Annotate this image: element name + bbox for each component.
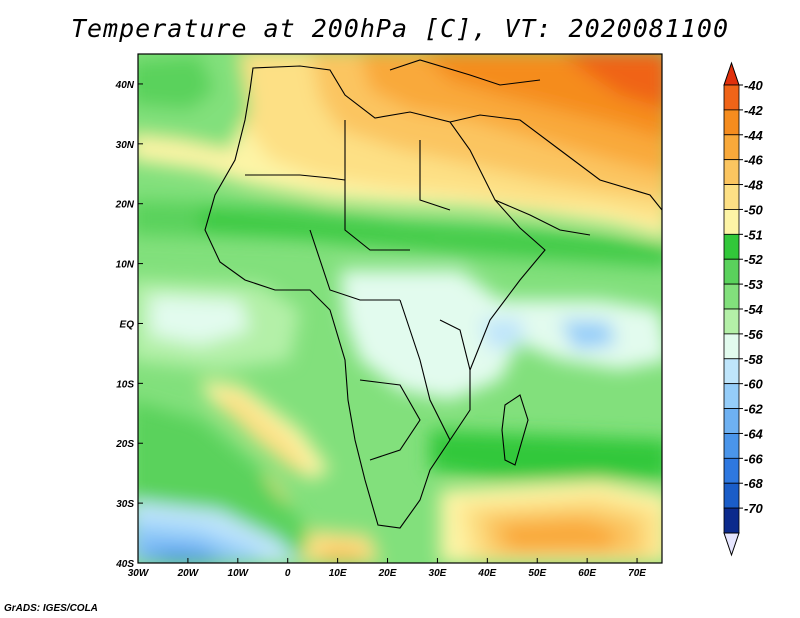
colorbar-label: -56 xyxy=(744,327,764,342)
colorbar-label: -62 xyxy=(744,402,764,417)
colorbar-label: -40 xyxy=(744,78,764,93)
colorbar-label: -46 xyxy=(744,153,764,168)
colorbar-swatch xyxy=(723,482,740,509)
colorbar-label: -42 xyxy=(744,103,764,118)
colorbar-label: -48 xyxy=(744,178,764,193)
lon-label-60e: 60E xyxy=(578,568,596,579)
lat-label-40s: 40S xyxy=(115,559,134,570)
colorbar-label: -70 xyxy=(744,501,764,516)
colorbar-label: -52 xyxy=(744,252,764,267)
colorbar-label: -68 xyxy=(744,476,764,491)
lon-label-20e: 20E xyxy=(378,568,397,579)
longitude-axis: 30W 20W 10W 0 10E 20E 30E 40E 50E 60E 70E xyxy=(128,558,646,579)
colorbar-swatch xyxy=(723,308,740,335)
lon-label-50e: 50E xyxy=(528,568,546,579)
colorbar-label: -60 xyxy=(744,377,764,392)
colorbar-swatch xyxy=(723,159,740,185)
colorbar-swatch xyxy=(723,457,740,484)
colorbar-swatch xyxy=(723,333,740,360)
lon-label-20w: 20W xyxy=(177,568,200,579)
colorbar-bottom-triangle xyxy=(723,532,740,557)
colorbar-label: -54 xyxy=(744,302,764,317)
colorbar: -40 -42 -44 -46 -48 -50 -51 -52 -53 -54 -56 -58 -60 -… xyxy=(723,61,764,557)
lon-label-0: 0 xyxy=(285,568,291,579)
colorbar-swatch xyxy=(723,109,740,136)
colorbar-label: -50 xyxy=(744,202,764,217)
colorbar-top-triangle xyxy=(723,61,740,86)
colorbar-swatch xyxy=(723,258,740,285)
colorbar-label: -44 xyxy=(744,128,764,143)
lon-label-10w: 10W xyxy=(228,568,250,579)
lat-label-30s: 30S xyxy=(116,499,134,510)
temperature-field xyxy=(138,54,662,563)
lat-label-10n: 10N xyxy=(116,260,135,271)
lon-label-30e: 30E xyxy=(429,568,447,579)
colorbar-swatch xyxy=(723,134,740,161)
colorbar-swatch xyxy=(723,184,740,210)
colorbar-swatch xyxy=(723,433,740,459)
colorbar-label: -51 xyxy=(744,227,763,242)
lat-label-20n: 20N xyxy=(115,200,135,211)
colorbar-swatch xyxy=(723,233,740,260)
grads-credit: GrADS: IGES/COLA xyxy=(4,603,98,614)
lon-label-70e: 70E xyxy=(628,568,646,579)
colorbar-swatch xyxy=(723,358,740,385)
colorbar-swatch xyxy=(723,408,740,434)
colorbar-label: -64 xyxy=(744,426,764,441)
coastline-outline xyxy=(204,59,662,529)
lat-label-40n: 40N xyxy=(115,80,135,91)
colorbar-label: -66 xyxy=(744,451,764,466)
lon-label-30w: 30W xyxy=(128,568,150,579)
colorbar-swatch xyxy=(723,209,740,235)
lat-label-10s: 10S xyxy=(116,379,134,390)
latitude-axis: 40N 30N 20N 10N EQ 10S 20S 30S 40S xyxy=(115,80,143,570)
map-title: Temperature at 200hPa [C], VT: 202008110… xyxy=(70,14,730,43)
colorbar-label: -58 xyxy=(744,352,764,367)
colorbar-swatch xyxy=(723,383,740,409)
lon-label-40e: 40E xyxy=(477,568,496,579)
lat-label-eq: EQ xyxy=(120,319,135,330)
lat-label-30n: 30N xyxy=(116,140,135,151)
colorbar-swatch xyxy=(723,283,740,310)
colorbar-label: -53 xyxy=(744,277,764,292)
colorbar-swatch xyxy=(723,507,740,534)
colorbar-swatch xyxy=(723,84,740,111)
lon-label-10e: 10E xyxy=(329,568,347,579)
lat-label-20s: 20S xyxy=(115,439,134,450)
plot-frame xyxy=(137,53,663,564)
